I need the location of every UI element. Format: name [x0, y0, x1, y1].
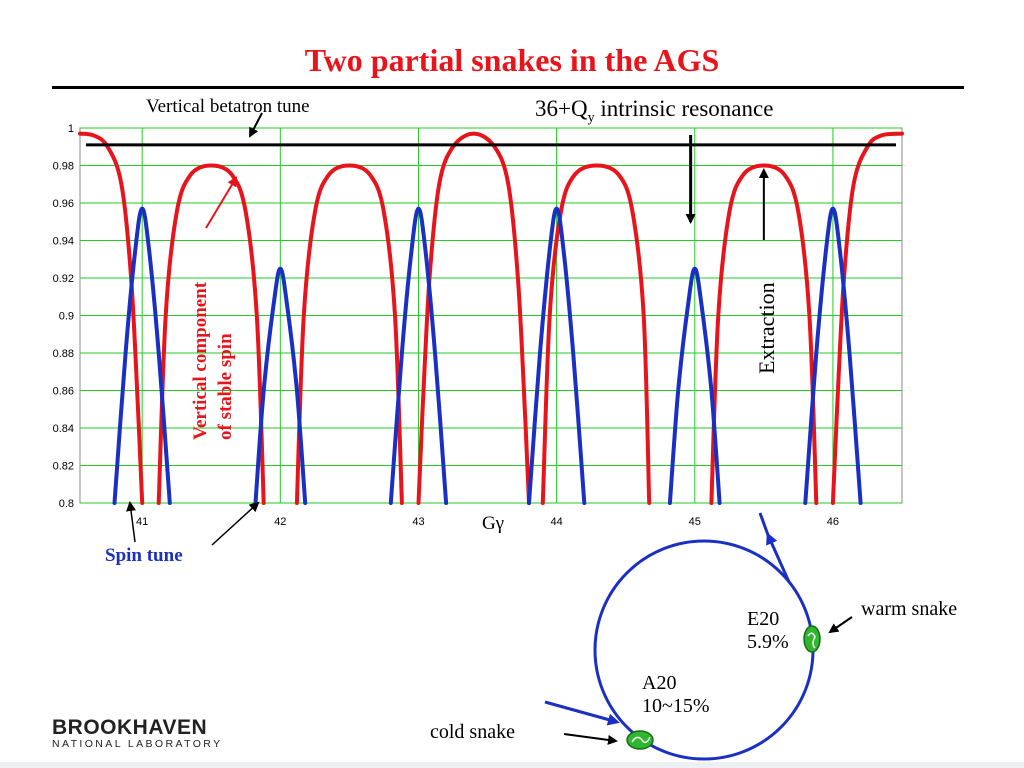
- x-tick-label: 43: [412, 516, 424, 528]
- stable-spin-label-line2: of stable spin: [215, 333, 236, 440]
- y-tick-label: 0.82: [53, 461, 74, 473]
- y-tick-label: 0.84: [53, 423, 74, 435]
- extraction-line: [768, 535, 789, 582]
- y-tick-label: 0.9: [59, 311, 74, 323]
- cold-snake-label: cold snake: [430, 721, 515, 744]
- y-tick-label: 0.86: [53, 386, 74, 398]
- a20-value: 10~15%: [642, 695, 709, 718]
- spin-tune-arrow-right: [212, 503, 258, 545]
- y-tick-label: 0.8: [59, 498, 74, 510]
- y-tick-label: 0.88: [53, 348, 74, 360]
- e20-label: E20 5.9%: [747, 608, 789, 654]
- a20-label: A20 10~15%: [642, 672, 709, 718]
- extraction-label: Extraction: [754, 282, 779, 374]
- footer-band: [0, 762, 1024, 768]
- stable-spin-label-line1: Vertical component: [190, 281, 211, 440]
- x-tick-label: 44: [550, 516, 562, 528]
- a20-name: A20: [642, 672, 709, 695]
- logo-subtitle: NATIONAL LABORATORY: [52, 738, 222, 750]
- y-tick-label: 0.98: [53, 161, 74, 173]
- y-tick-label: 0.96: [53, 198, 74, 210]
- warm-snake-icon: [804, 626, 820, 652]
- x-axis-title: Gγ: [482, 513, 504, 534]
- x-tick-label: 41: [136, 516, 148, 528]
- warm-snake-label: warm snake: [861, 598, 957, 621]
- y-tick-label: 1: [68, 123, 74, 135]
- spin-tune-label: Spin tune: [105, 545, 183, 567]
- logo-name: BROOKHAVEN: [52, 716, 222, 740]
- y-tick-label: 0.92: [53, 273, 74, 285]
- y-axis-ticks: 0.8 0.82 0.84 0.86 0.88 0.9 0.92 0.94 0.96 0.98 1: [53, 123, 74, 510]
- cold-snake-icon: [627, 731, 653, 749]
- resonance-chart: 0.80.820.840.860.880.90.920.940.960.981 …: [0, 0, 1024, 768]
- warm-snake-arrow: [830, 617, 852, 632]
- injection-line: [545, 702, 617, 722]
- spin-tune-arrow-left: [130, 503, 135, 542]
- brookhaven-logo: BROOKHAVEN NATIONAL LABORATORY: [52, 716, 222, 750]
- e20-name: E20: [747, 608, 789, 631]
- x-tick-label: 46: [827, 516, 839, 528]
- x-tick-label: 42: [274, 516, 286, 528]
- y-tick-label: 0.94: [53, 236, 74, 248]
- cold-snake-arrow: [564, 734, 616, 741]
- e20-value: 5.9%: [747, 631, 789, 654]
- extraction-line-stub: [760, 513, 768, 535]
- x-tick-label: 45: [689, 516, 701, 528]
